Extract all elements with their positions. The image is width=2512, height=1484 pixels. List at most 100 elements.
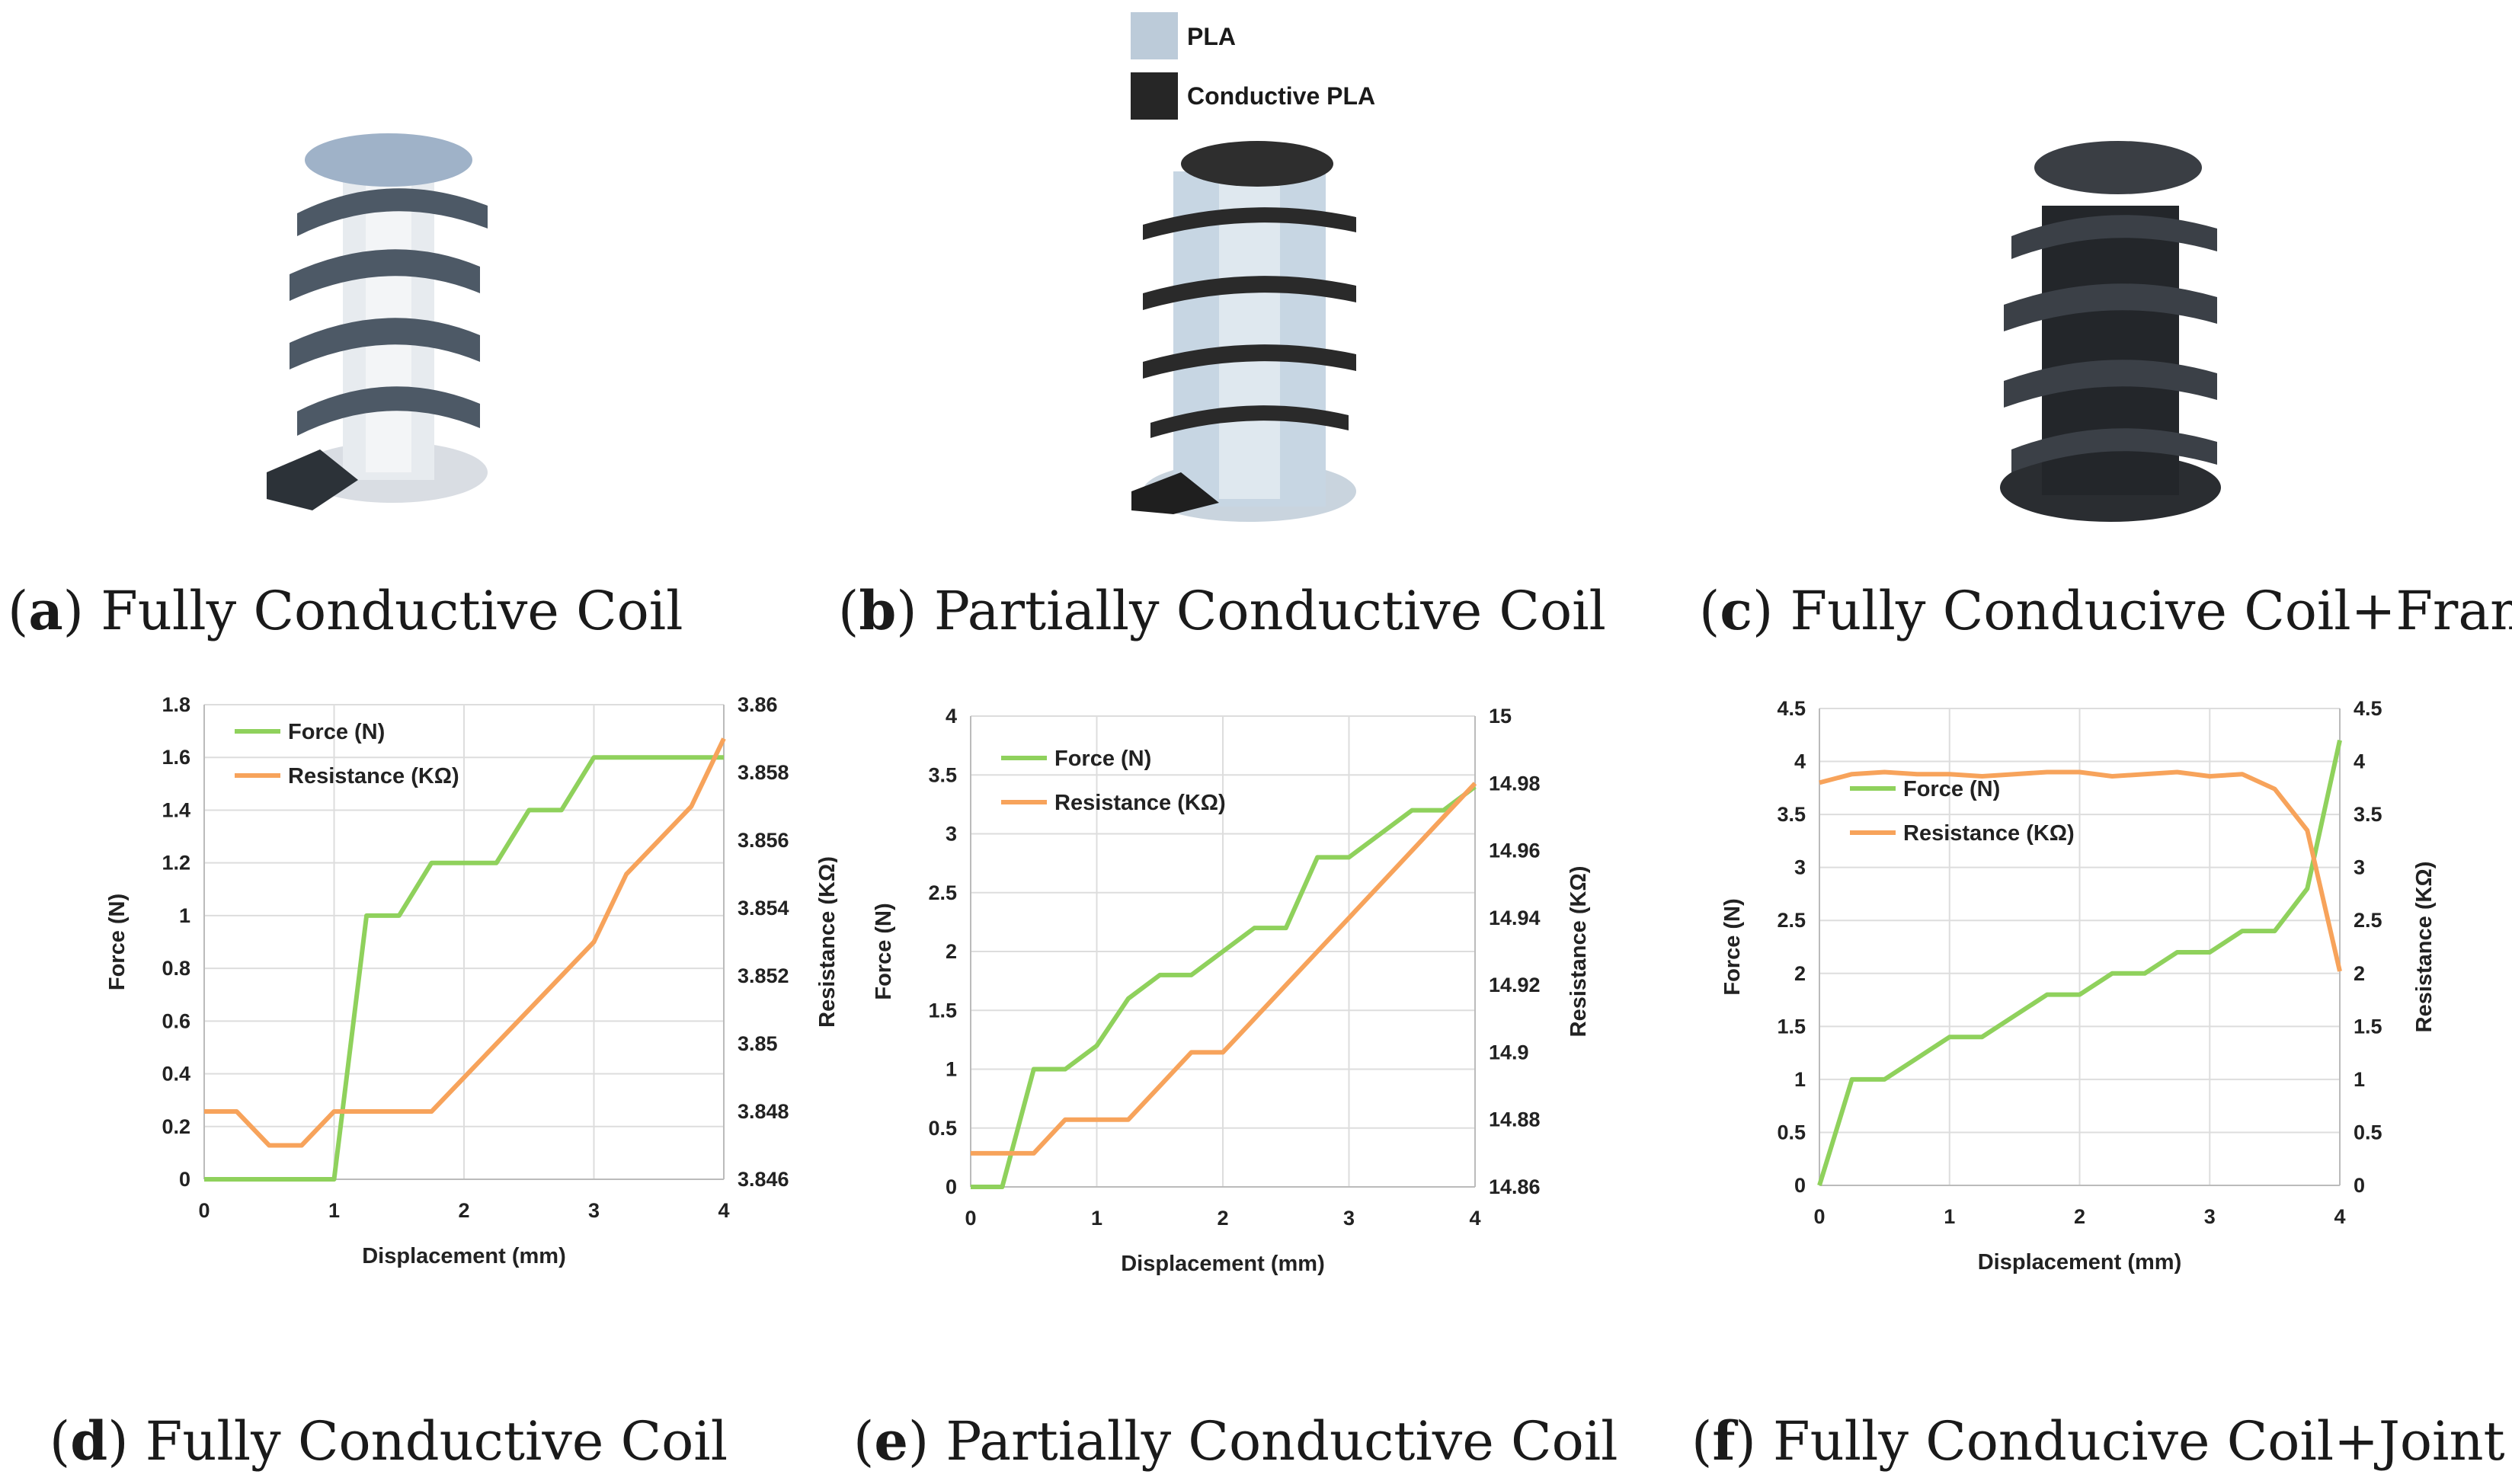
y-tick-label: 0 <box>179 1168 190 1191</box>
x-tick-label: 1 <box>1091 1207 1102 1230</box>
y2-tick-label: 3.85 <box>738 1032 778 1055</box>
y-tick-label: 0 <box>946 1175 957 1198</box>
y-axis-label: Force (N) <box>105 894 130 990</box>
y2-axis-label: Resistance (KΩ) <box>815 856 837 1028</box>
y2-tick-label: 1 <box>2354 1068 2365 1091</box>
y2-axis-label: Resistance (KΩ) <box>2412 862 2437 1033</box>
y-tick-label: 2 <box>1794 962 1806 985</box>
y2-tick-label: 3.858 <box>738 761 789 784</box>
y-tick-label: 0 <box>1794 1174 1806 1197</box>
y-tick-label: 0.5 <box>928 1117 957 1140</box>
y-tick-label: 2.5 <box>1777 909 1806 932</box>
legend-label-pla: PLA <box>1187 23 1236 50</box>
series-force-line <box>204 755 724 1182</box>
y2-tick-label: 3.852 <box>738 964 789 987</box>
y2-axis-label: Resistance (KΩ) <box>1566 866 1591 1038</box>
photo-fully-conductive-coil-frame <box>2000 141 2221 522</box>
y-axis-label: Force (N) <box>1720 898 1745 995</box>
y2-tick-label: 4.5 <box>2354 697 2382 720</box>
y-tick-label: 4 <box>1794 750 1806 773</box>
legend-force-label: Force (N) <box>1903 777 2000 801</box>
y-tick-label: 1.4 <box>162 798 190 821</box>
y2-tick-label: 3.848 <box>738 1100 789 1123</box>
x-tick-label: 3 <box>588 1199 600 1222</box>
x-tick-label: 4 <box>718 1199 729 1222</box>
x-tick-label: 4 <box>2334 1205 2345 1228</box>
x-tick-label: 3 <box>2204 1205 2216 1228</box>
caption-c: (c) Fully Conducive Coil+Frame <box>1699 579 2512 642</box>
y-tick-label: 3.5 <box>928 763 957 786</box>
x-tick-label: 2 <box>1217 1207 1228 1230</box>
x-tick-label: 0 <box>1813 1205 1825 1228</box>
y-tick-label: 1.2 <box>162 852 190 875</box>
legend-resistance-label: Resistance (KΩ) <box>1903 821 2075 846</box>
series-resistance-line <box>204 737 726 1148</box>
legend-key-pla <box>1131 12 1178 59</box>
x-tick-label: 1 <box>1944 1205 1955 1228</box>
series-force-line <box>971 785 1477 1189</box>
x-tick-label: 2 <box>458 1199 469 1222</box>
y-tick-label: 1 <box>179 904 190 927</box>
y2-tick-label: 3.5 <box>2354 803 2382 826</box>
x-tick-label: 0 <box>198 1199 210 1222</box>
y-tick-label: 3 <box>946 823 957 846</box>
x-tick-label: 1 <box>328 1199 340 1222</box>
y2-tick-label: 14.86 <box>1489 1175 1541 1198</box>
caption-f: (f) Fully Conducive Coil+Joint <box>1691 1409 2505 1473</box>
y-tick-label: 1.8 <box>162 693 190 716</box>
y-tick-label: 2.5 <box>928 881 957 904</box>
y-axis-label: Force (N) <box>872 903 896 999</box>
x-tick-label: 3 <box>1343 1207 1355 1230</box>
y2-tick-label: 3.854 <box>738 897 789 920</box>
series-force-line <box>1817 740 2342 1186</box>
photo-partially-conductive-coil <box>1131 141 1356 522</box>
x-tick-label: 4 <box>1469 1207 1480 1230</box>
x-tick-label: 0 <box>965 1207 976 1230</box>
y2-tick-label: 14.88 <box>1489 1108 1541 1131</box>
y2-tick-label: 14.98 <box>1489 772 1541 795</box>
caption-a: (a) Fully Conductive Coil <box>8 579 683 642</box>
legend-key-conductive-pla <box>1131 72 1178 120</box>
legend-label-conductive-pla: Conductive PLA <box>1187 82 1376 110</box>
x-axis-label: Displacement (mm) <box>362 1244 566 1268</box>
y-tick-label: 0.6 <box>162 1009 190 1032</box>
y2-tick-label: 14.9 <box>1489 1041 1529 1063</box>
y-tick-label: 2 <box>946 940 957 963</box>
legend-force-label: Force (N) <box>1054 747 1151 771</box>
y-tick-label: 0.2 <box>162 1115 190 1138</box>
y-tick-label: 1.5 <box>1777 1015 1806 1038</box>
y-tick-label: 1.6 <box>162 746 190 769</box>
x-axis-label: Displacement (mm) <box>1121 1252 1325 1276</box>
y-tick-label: 4.5 <box>1777 697 1806 720</box>
caption-d: (d) Fully Conductive Coil <box>49 1409 728 1473</box>
y2-tick-label: 1.5 <box>2354 1015 2382 1038</box>
legend-force-label: Force (N) <box>288 720 385 744</box>
y-tick-label: 4 <box>946 705 957 728</box>
chart-d: 0 0.2 0.4 0.6 0.8 1 1.2 1.4 1.6 1.8 0 1 2 3 4 3.846 3.84… <box>105 693 837 1268</box>
y2-tick-label: 14.94 <box>1489 907 1541 929</box>
y2-tick-label: 3.856 <box>738 829 789 852</box>
legend-resistance-label: Resistance (KΩ) <box>288 764 459 788</box>
y2-tick-label: 2 <box>2354 962 2365 985</box>
chart-e: 0 0.5 1 1.5 2 2.5 3 3.5 4 0 1 2 3 4 14.86 14.88 14.9 14.9… <box>872 705 1591 1276</box>
chart-f: 00.511.522.533.544.50 1 2 3 400.511.522.533.… <box>1720 697 2437 1275</box>
series-resistance-line <box>971 782 1477 1156</box>
photo-fully-conductive-coil <box>267 133 488 510</box>
legend-resistance-label: Resistance (KΩ) <box>1054 791 1226 815</box>
y2-tick-label: 3.86 <box>738 693 778 716</box>
y2-tick-label: 3.846 <box>738 1168 789 1191</box>
y-tick-label: 3 <box>1794 856 1806 879</box>
x-axis-label: Displacement (mm) <box>1978 1250 2182 1275</box>
y2-tick-label: 0.5 <box>2354 1121 2382 1143</box>
y2-tick-label: 14.92 <box>1489 974 1541 996</box>
y-tick-label: 1.5 <box>928 999 957 1022</box>
y2-tick-label: 0 <box>2354 1174 2365 1197</box>
x-tick-label: 2 <box>2074 1205 2085 1228</box>
caption-b: (b) Partially Conductive Coil <box>838 579 1606 642</box>
series-resistance-line <box>1819 769 2342 972</box>
y-tick-label: 1 <box>1794 1068 1806 1091</box>
y2-tick-label: 3 <box>2354 856 2365 879</box>
y-tick-label: 0.4 <box>162 1063 190 1086</box>
y2-tick-label: 14.96 <box>1489 840 1541 862</box>
y-tick-label: 3.5 <box>1777 803 1806 826</box>
